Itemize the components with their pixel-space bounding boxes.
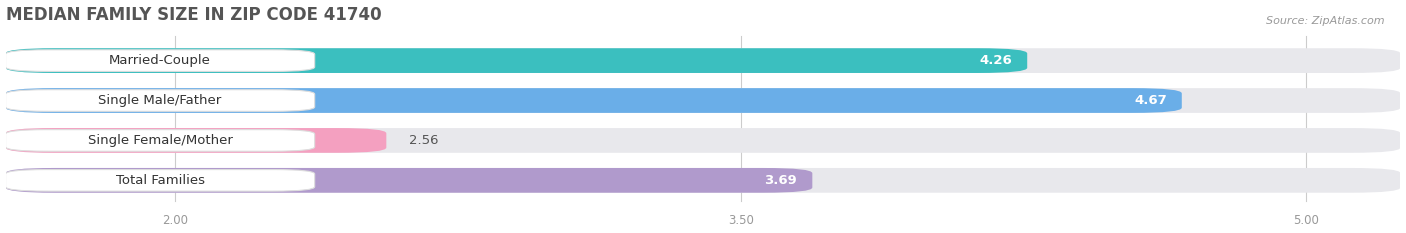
- FancyBboxPatch shape: [6, 170, 315, 191]
- Text: Single Male/Father: Single Male/Father: [98, 94, 222, 107]
- Text: Source: ZipAtlas.com: Source: ZipAtlas.com: [1267, 16, 1385, 26]
- FancyBboxPatch shape: [6, 128, 387, 153]
- FancyBboxPatch shape: [6, 50, 315, 71]
- Text: 3.69: 3.69: [765, 174, 797, 187]
- FancyBboxPatch shape: [6, 128, 1400, 153]
- Text: Married-Couple: Married-Couple: [110, 54, 211, 67]
- Text: 4.67: 4.67: [1135, 94, 1167, 107]
- FancyBboxPatch shape: [6, 168, 1400, 193]
- Text: Total Families: Total Families: [115, 174, 205, 187]
- FancyBboxPatch shape: [6, 88, 1182, 113]
- Text: MEDIAN FAMILY SIZE IN ZIP CODE 41740: MEDIAN FAMILY SIZE IN ZIP CODE 41740: [6, 6, 381, 24]
- FancyBboxPatch shape: [6, 48, 1400, 73]
- FancyBboxPatch shape: [6, 168, 813, 193]
- FancyBboxPatch shape: [6, 90, 315, 111]
- Text: Single Female/Mother: Single Female/Mother: [87, 134, 232, 147]
- Text: 2.56: 2.56: [409, 134, 439, 147]
- Text: 4.26: 4.26: [980, 54, 1012, 67]
- FancyBboxPatch shape: [6, 48, 1028, 73]
- FancyBboxPatch shape: [6, 130, 315, 151]
- FancyBboxPatch shape: [6, 88, 1400, 113]
